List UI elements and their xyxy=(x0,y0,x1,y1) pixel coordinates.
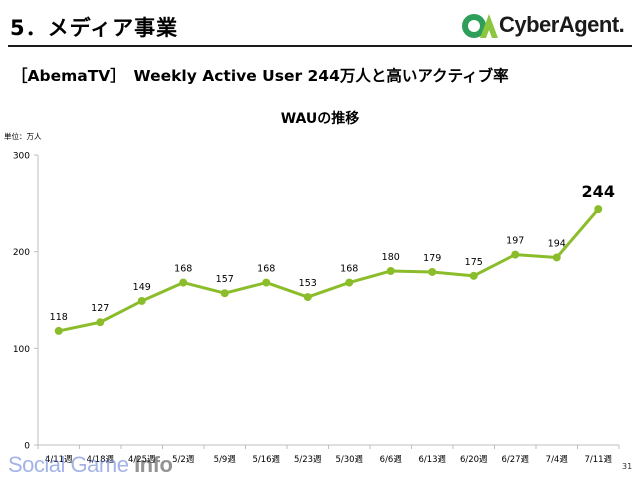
data-label: 157 xyxy=(216,274,234,285)
data-label: 179 xyxy=(423,253,441,264)
y-tick-label: 100 xyxy=(13,345,30,355)
data-label: 180 xyxy=(382,252,400,263)
y-tick-label: 0 xyxy=(24,442,30,452)
x-tick-label: 5/2週 xyxy=(172,455,195,465)
x-tick-label: 6/27週 xyxy=(501,455,529,465)
x-tick-label: 7/11週 xyxy=(584,455,612,465)
data-point xyxy=(469,271,478,280)
data-point xyxy=(511,250,520,259)
x-tick-label: 4/11週 xyxy=(45,455,73,465)
data-label-highlight: 244 xyxy=(582,182,615,201)
data-point xyxy=(428,267,437,276)
cyberagent-logo-mark xyxy=(462,14,498,38)
data-label: 175 xyxy=(465,257,483,268)
data-point xyxy=(220,289,229,298)
x-tick-label: 6/13週 xyxy=(418,455,446,465)
data-point xyxy=(137,296,146,305)
x-tick-label: 5/16週 xyxy=(252,455,280,465)
chart-title: WAUの推移 xyxy=(280,111,360,127)
data-point xyxy=(345,278,354,287)
data-label: 127 xyxy=(91,303,109,314)
data-point xyxy=(594,205,603,214)
data-label: 197 xyxy=(506,236,524,247)
data-point xyxy=(303,293,312,302)
title-divider xyxy=(8,45,632,47)
slide-headline: ［AbemaTV］ Weekly Active User 244万人と高いアクテ… xyxy=(12,67,509,85)
data-label: 118 xyxy=(50,312,68,323)
y-tick-label: 300 xyxy=(13,152,30,162)
watermark: Social Game Info xyxy=(8,452,173,478)
data-label: 153 xyxy=(299,278,317,289)
y-tick-label: 200 xyxy=(13,248,30,258)
data-point xyxy=(179,278,188,287)
data-point xyxy=(262,278,271,287)
chart-unit-label: 単位：万人 xyxy=(4,132,42,141)
x-tick-label: 6/20週 xyxy=(460,455,488,465)
x-tick-label: 5/23週 xyxy=(294,455,322,465)
data-point xyxy=(96,318,105,327)
watermark-suffix: Info xyxy=(134,452,173,477)
watermark-prefix: Social Game xyxy=(8,452,135,477)
x-tick-label: 7/4週 xyxy=(546,455,569,465)
logo-text: CyberAgent. xyxy=(499,12,625,37)
data-label: 149 xyxy=(133,282,151,293)
section-title: 5．メディア事業 xyxy=(10,16,179,40)
data-label: 168 xyxy=(174,264,192,275)
x-tick-label: 5/30週 xyxy=(335,455,363,465)
data-label: 168 xyxy=(257,264,275,275)
data-point xyxy=(552,253,561,262)
data-point xyxy=(386,267,395,275)
data-label: 168 xyxy=(340,264,358,275)
data-point xyxy=(54,326,63,335)
data-label: 194 xyxy=(548,238,566,249)
wau-series-line xyxy=(58,208,600,333)
x-tick-label: 4/18週 xyxy=(86,455,114,465)
x-tick-label: 6/6週 xyxy=(380,455,403,465)
x-tick-label: 4/25週 xyxy=(128,455,156,465)
x-tick-label: 5/9週 xyxy=(214,455,237,465)
page-number: 31 xyxy=(622,462,633,471)
